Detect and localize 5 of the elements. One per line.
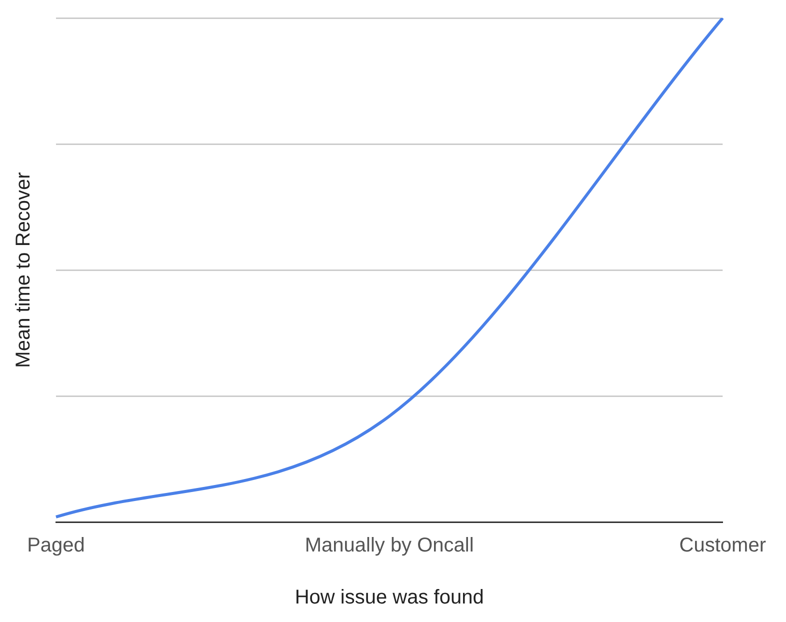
- x-axis-title: How issue was found: [294, 586, 484, 609]
- x-tick-label: Customer: [679, 534, 766, 557]
- x-tick-label: Manually by Oncall: [304, 534, 474, 557]
- y-axis-title: Mean time to Recover: [12, 172, 35, 368]
- x-tick-label: Paged: [27, 534, 85, 557]
